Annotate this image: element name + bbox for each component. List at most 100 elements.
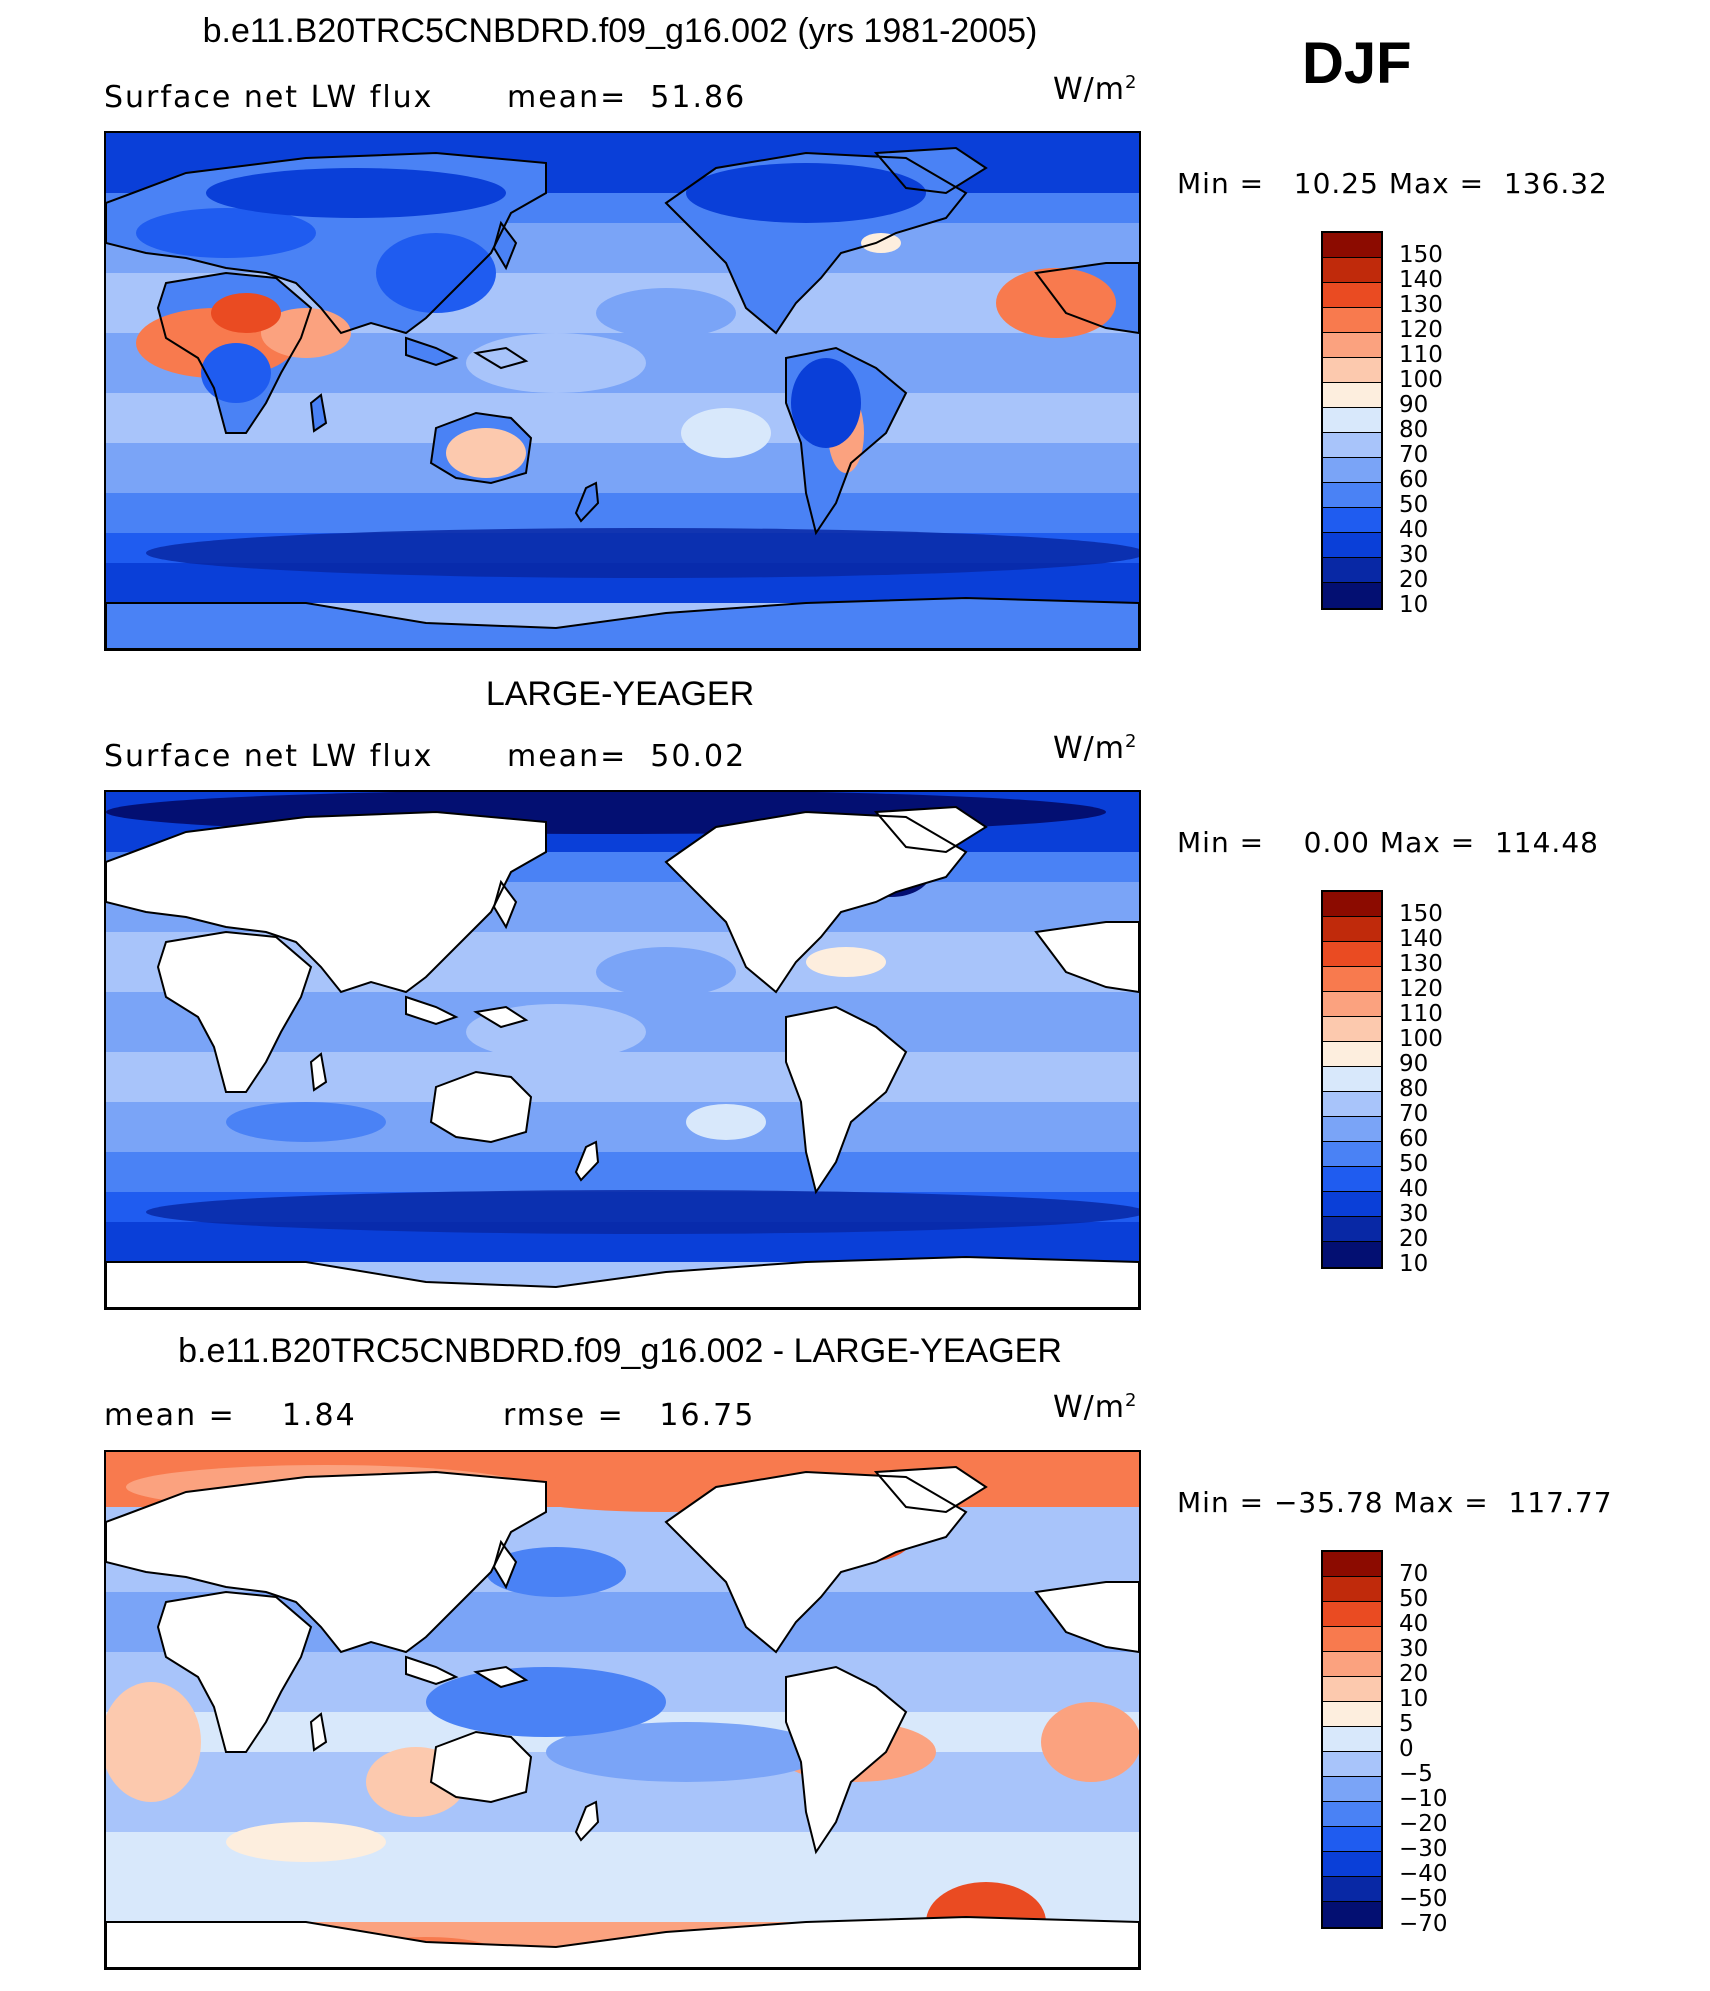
colorbar-level-label: 120: [1399, 976, 1443, 1002]
contour-blob: [806, 947, 886, 977]
land-mask: [666, 812, 966, 992]
colorbar-segment: [1323, 1702, 1381, 1727]
contour-blob: [861, 233, 901, 253]
colorbar-level-label: 40: [1399, 1176, 1429, 1202]
panel-2-title: LARGE-YEAGER: [485, 675, 755, 713]
land-mask: [786, 1667, 906, 1852]
colorbar-segment: [1323, 1802, 1381, 1827]
season-label: DJF: [1302, 31, 1412, 96]
panel-1-mean-label: mean=: [507, 80, 628, 115]
colorbar-segment: [1323, 1167, 1381, 1192]
contour-blob: [486, 1547, 626, 1597]
colorbar-level-label: −20: [1399, 1811, 1448, 1837]
panel-2-min-label: Min =: [1177, 826, 1265, 859]
colorbar-segment: [1323, 1877, 1381, 1902]
contour-blob: [136, 208, 316, 258]
land-mask: [876, 1467, 986, 1512]
colorbar-level-label: 20: [1399, 567, 1429, 593]
contour-blob: [226, 1102, 386, 1142]
coastline: [785, 1665, 908, 1855]
latitude-band: [106, 393, 1139, 443]
coastline: [429, 1070, 533, 1144]
colorbar-segment: [1323, 1042, 1381, 1067]
colorbar-level-label: −30: [1399, 1836, 1448, 1862]
panel-3-minmax: Min = −35.78 Max = 117.77: [1177, 1486, 1613, 1519]
colorbar-level-label: 40: [1399, 517, 1429, 543]
coastline: [106, 810, 547, 994]
contour-blob: [226, 1822, 386, 1862]
colorbar-level-label: 150: [1399, 901, 1443, 927]
panel-2-max-label: Max =: [1379, 826, 1476, 859]
colorbar-level-label: 50: [1399, 1151, 1429, 1177]
colorbar-level-label: 70: [1399, 1101, 1429, 1127]
colorbar-level-label: 20: [1399, 1661, 1429, 1687]
panel-2-colorbar: [1321, 890, 1383, 1269]
colorbar-segment: [1323, 942, 1381, 967]
coastline: [574, 1140, 600, 1182]
panel-2-units: W/m2: [1053, 731, 1137, 766]
coastline: [492, 220, 518, 271]
colorbar-segment: [1323, 1017, 1381, 1042]
panel-2-map: [104, 790, 1141, 1310]
colorbar-level-label: 10: [1399, 1251, 1429, 1277]
colorbar-segment: [1323, 558, 1381, 583]
panel-1-colorbar: [1321, 231, 1383, 610]
colorbar-level-label: −50: [1399, 1886, 1448, 1912]
colorbar-level-label: 100: [1399, 1026, 1443, 1052]
colorbar-level-label: 150: [1399, 242, 1443, 268]
panel-1-variable-label: Surface net LW flux: [104, 80, 434, 115]
colorbar-segment: [1323, 1677, 1381, 1702]
land-mask: [106, 1257, 1139, 1308]
colorbar-level-label: −40: [1399, 1861, 1448, 1887]
colorbar-level-label: 40: [1399, 1611, 1429, 1637]
coastline: [574, 481, 600, 523]
colorbar-level-label: 30: [1399, 1201, 1429, 1227]
colorbar-level-label: 130: [1399, 292, 1443, 318]
colorbar-segment: [1323, 1827, 1381, 1852]
land-mask: [1036, 922, 1139, 992]
coastline: [873, 805, 988, 854]
panel-1-map: [104, 131, 1141, 651]
coastline: [309, 1712, 328, 1752]
land-mask: [576, 1142, 598, 1180]
colorbar-level-label: 70: [1399, 1561, 1429, 1587]
units-exponent: 2: [1125, 72, 1138, 93]
coastline: [106, 1255, 1139, 1308]
panel-3-rmse-value: 16.75: [659, 1398, 756, 1433]
colorbar-segment: [1323, 1752, 1381, 1777]
colorbar-segment: [1323, 1902, 1381, 1927]
coastline: [664, 151, 968, 335]
units-exponent: 2: [1125, 1390, 1138, 1411]
contour-blob: [681, 408, 771, 458]
contour-blob: [466, 333, 646, 393]
contour-blob: [146, 528, 1139, 578]
land-mask: [576, 483, 598, 521]
colorbar-segment: [1323, 1192, 1381, 1217]
latitude-band: [106, 443, 1139, 493]
contour-blob: [791, 358, 861, 448]
colorbar-segment: [1323, 458, 1381, 483]
contour-blob: [446, 428, 526, 478]
coastline: [492, 879, 518, 930]
panel-3-mean-label: mean =: [104, 1398, 236, 1433]
contour-blob: [606, 1612, 726, 1652]
coastline: [473, 1665, 529, 1689]
units-text: W/m: [1053, 72, 1125, 107]
colorbar-segment: [1323, 1777, 1381, 1802]
coastline: [429, 1730, 533, 1804]
colorbar-segment: [1323, 258, 1381, 283]
contour-blob: [996, 268, 1116, 338]
land-mask: [158, 1592, 311, 1752]
panel-3-map: [104, 1450, 1141, 1970]
coastline: [106, 1915, 1139, 1968]
latitude-band: [106, 1052, 1139, 1102]
panel-3-rmse: rmse = 16.75: [503, 1398, 755, 1433]
colorbar-level-label: 10: [1399, 592, 1429, 618]
colorbar-segment: [1323, 1652, 1381, 1677]
coastline: [106, 596, 1139, 649]
coastline: [1034, 262, 1139, 335]
units-text: W/m: [1053, 1390, 1125, 1425]
colorbar-segment: [1323, 283, 1381, 308]
colorbar-segment: [1323, 1242, 1381, 1267]
colorbar-segment: [1323, 1852, 1381, 1877]
